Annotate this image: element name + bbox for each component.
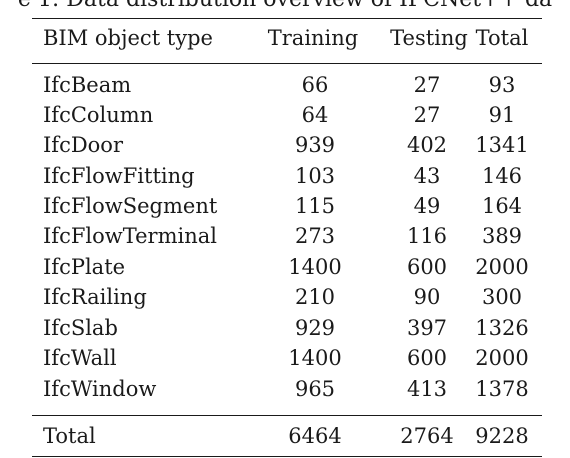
table-row: IfcBeam 66 27 93 xyxy=(32,70,542,100)
cell-testing: 397 xyxy=(406,316,448,340)
cell-object-type: IfcColumn xyxy=(43,103,154,127)
header-total: Total xyxy=(475,26,529,50)
cell-total: 389 xyxy=(481,224,523,248)
cell-testing: 413 xyxy=(406,377,448,401)
cell-object-type: IfcSlab xyxy=(43,316,118,340)
cell-testing: 90 xyxy=(413,285,441,309)
header-training: Training xyxy=(267,26,359,50)
table-row: IfcSlab 929 397 1326 xyxy=(32,313,542,343)
cell-object-type: IfcFlowSegment xyxy=(43,194,218,218)
cell-training: 210 xyxy=(294,285,336,309)
total-total: 9228 xyxy=(475,424,529,448)
cell-object-type: IfcRailing xyxy=(43,285,147,309)
cell-training: 115 xyxy=(294,194,336,218)
cell-total: 91 xyxy=(488,103,516,127)
table-row: IfcFlowSegment 115 49 164 xyxy=(32,191,542,221)
table-caption: e 1: Data distribution overview of IFCNe… xyxy=(0,0,570,13)
total-testing: 2764 xyxy=(400,424,454,448)
table-bottom-rule xyxy=(32,456,542,457)
cell-testing: 49 xyxy=(413,194,441,218)
cell-total: 1326 xyxy=(475,316,529,340)
total-training: 6464 xyxy=(288,424,342,448)
cell-object-type: IfcDoor xyxy=(43,133,123,157)
table-header-rule xyxy=(32,63,542,64)
cell-training: 929 xyxy=(294,316,336,340)
header-object-type: BIM object type xyxy=(43,26,213,50)
cell-object-type: IfcFlowFitting xyxy=(43,164,195,188)
cell-object-type: IfcFlowTerminal xyxy=(43,224,217,248)
cell-total: 164 xyxy=(481,194,523,218)
total-row-label: Total xyxy=(43,424,96,448)
cell-training: 66 xyxy=(301,73,329,97)
cell-testing: 27 xyxy=(413,73,441,97)
table-top-rule xyxy=(32,18,542,19)
table-row: IfcDoor 939 402 1341 xyxy=(32,130,542,160)
cell-total: 2000 xyxy=(475,346,529,370)
cell-total: 146 xyxy=(481,164,523,188)
table-header-row: BIM object type Training Testing Total xyxy=(32,23,542,53)
cell-training: 103 xyxy=(294,164,336,188)
cell-total: 300 xyxy=(481,285,523,309)
table-total-rule xyxy=(32,415,542,416)
cell-testing: 600 xyxy=(406,346,448,370)
table-row: IfcColumn 64 27 91 xyxy=(32,100,542,130)
cell-training: 64 xyxy=(301,103,329,127)
table-row: IfcPlate 1400 600 2000 xyxy=(32,252,542,282)
cell-object-type: IfcPlate xyxy=(43,255,126,279)
cell-total: 93 xyxy=(488,73,516,97)
cell-testing: 600 xyxy=(406,255,448,279)
cell-object-type: IfcWall xyxy=(43,346,117,370)
cell-object-type: IfcBeam xyxy=(43,73,132,97)
table-row: IfcFlowTerminal 273 116 389 xyxy=(32,221,542,251)
table-row: IfcWindow 965 413 1378 xyxy=(32,374,542,404)
cell-object-type: IfcWindow xyxy=(43,377,157,401)
cell-total: 2000 xyxy=(475,255,529,279)
cell-training: 965 xyxy=(294,377,336,401)
table-row: IfcFlowFitting 103 43 146 xyxy=(32,161,542,191)
table-row: IfcRailing 210 90 300 xyxy=(32,282,542,312)
header-testing: Testing xyxy=(390,26,468,50)
cell-training: 1400 xyxy=(288,346,342,370)
cell-testing: 402 xyxy=(406,133,448,157)
cell-testing: 116 xyxy=(406,224,448,248)
cell-training: 1400 xyxy=(288,255,342,279)
table-total-row: Total 6464 2764 9228 xyxy=(32,421,542,451)
cell-training: 273 xyxy=(294,224,336,248)
cell-testing: 27 xyxy=(413,103,441,127)
cell-testing: 43 xyxy=(413,164,441,188)
cell-training: 939 xyxy=(294,133,336,157)
table-row: IfcWall 1400 600 2000 xyxy=(32,343,542,373)
cell-total: 1341 xyxy=(475,133,529,157)
cell-total: 1378 xyxy=(475,377,529,401)
